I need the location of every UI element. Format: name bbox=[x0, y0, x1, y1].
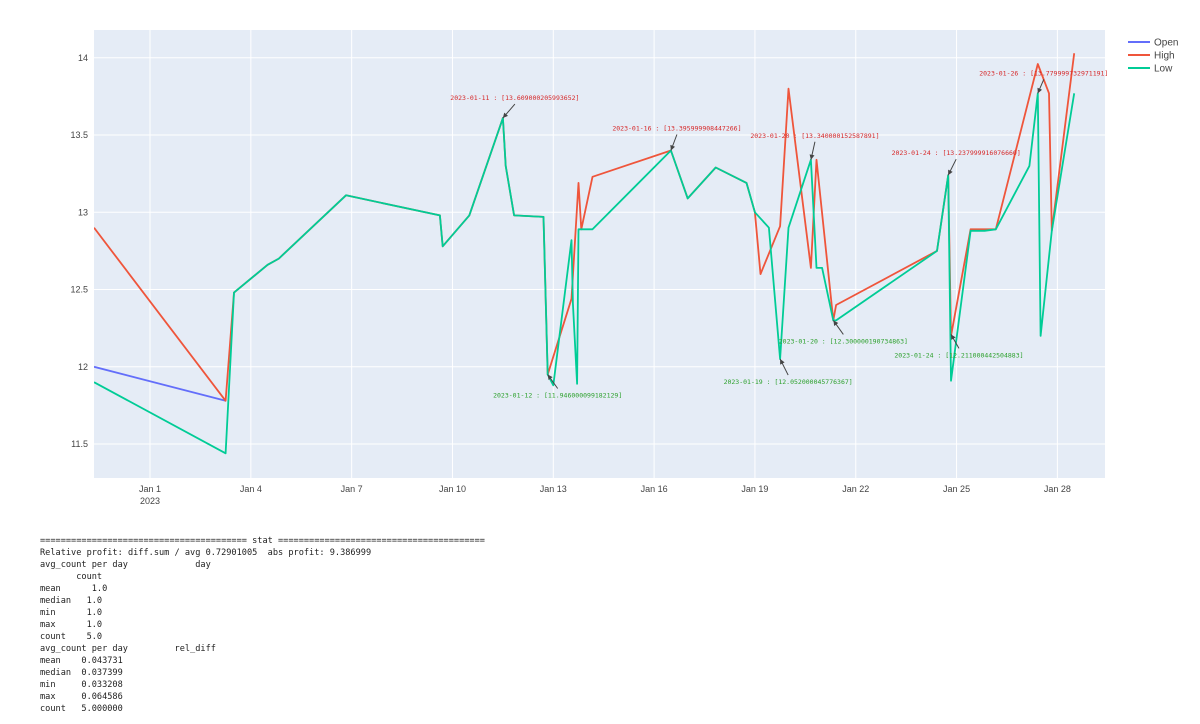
x-tick-label: Jan 4 bbox=[240, 484, 262, 494]
x-tick-label: Jan 13 bbox=[540, 484, 567, 494]
annotation-arrowhead bbox=[547, 374, 553, 381]
annotation-arrowhead bbox=[833, 320, 839, 326]
annotation-arrowhead bbox=[948, 169, 953, 176]
y-tick-label: 13.5 bbox=[70, 130, 88, 140]
annotation-label: 2023-01-20 : [12.300000190734863] bbox=[779, 337, 908, 345]
annotation-label: 2023-01-20 : [13.340000152587891] bbox=[750, 132, 879, 140]
annotation-label: 2023-01-26 : [13.779999732971191] bbox=[979, 69, 1108, 77]
y-axis: 11.5 12 12.5 13 13.5 14 bbox=[70, 53, 88, 449]
series-line-low bbox=[94, 92, 1076, 455]
x-tick-label: Jan 16 bbox=[641, 484, 668, 494]
series-lines bbox=[94, 53, 1076, 455]
grid-lines bbox=[94, 30, 1105, 478]
x-tick-label: Jan 10 bbox=[439, 484, 466, 494]
annotation-arrowhead bbox=[1037, 87, 1043, 94]
y-tick-label: 14 bbox=[78, 53, 88, 63]
annotation-label: 2023-01-12 : [11.946000099182129] bbox=[493, 391, 622, 399]
x-tick-label: Jan 28 bbox=[1044, 484, 1071, 494]
x-tick-label: Jan 25 bbox=[943, 484, 970, 494]
annotation-arrowhead bbox=[780, 359, 785, 365]
x-tick-label: Jan 19 bbox=[741, 484, 768, 494]
legend[interactable]: Open High Low bbox=[1128, 38, 1178, 75]
y-tick-label: 11.5 bbox=[71, 439, 88, 449]
x-axis: Jan 1 2023 Jan 4 Jan 7 Jan 10 Jan 13 Jan 16 Jan… bbox=[139, 484, 1071, 506]
plot-background bbox=[94, 30, 1105, 478]
stat-output: ========================================… bbox=[40, 536, 485, 714]
y-tick-label: 12.5 bbox=[70, 285, 88, 295]
annotations: 2023-01-11 : [13.609000205993652] 2023-01… bbox=[450, 69, 1108, 399]
annotation-arrowhead bbox=[670, 144, 676, 151]
legend-label-low: Low bbox=[1154, 64, 1173, 75]
annotation-label: 2023-01-24 : [12.211000442504883] bbox=[894, 351, 1023, 359]
annotation-arrowhead bbox=[809, 154, 815, 160]
x-tick-year-label: 2023 bbox=[140, 496, 160, 506]
x-tick-label: Jan 22 bbox=[842, 484, 869, 494]
x-tick-label: Jan 1 bbox=[139, 484, 161, 494]
annotation-label: 2023-01-19 : [12.052000045776367] bbox=[724, 378, 853, 386]
y-tick-label: 12 bbox=[78, 362, 88, 372]
annotation-label: 2023-01-11 : [13.609000205993652] bbox=[450, 94, 579, 102]
annotation-arrowhead bbox=[502, 112, 509, 119]
x-tick-label: Jan 7 bbox=[341, 484, 363, 494]
annotation-arrowhead bbox=[950, 334, 956, 340]
line-chart: Jan 1 2023 Jan 4 Jan 7 Jan 10 Jan 13 Jan 16 Jan… bbox=[70, 30, 1178, 506]
y-tick-label: 13 bbox=[78, 207, 88, 217]
series-line-open bbox=[94, 365, 226, 402]
annotation-label: 2023-01-16 : [13.395999908447266] bbox=[612, 124, 741, 132]
legend-label-high: High bbox=[1154, 51, 1175, 62]
legend-label-open: Open bbox=[1154, 38, 1178, 49]
annotation-label: 2023-01-24 : [13.237999916076660] bbox=[892, 149, 1021, 157]
